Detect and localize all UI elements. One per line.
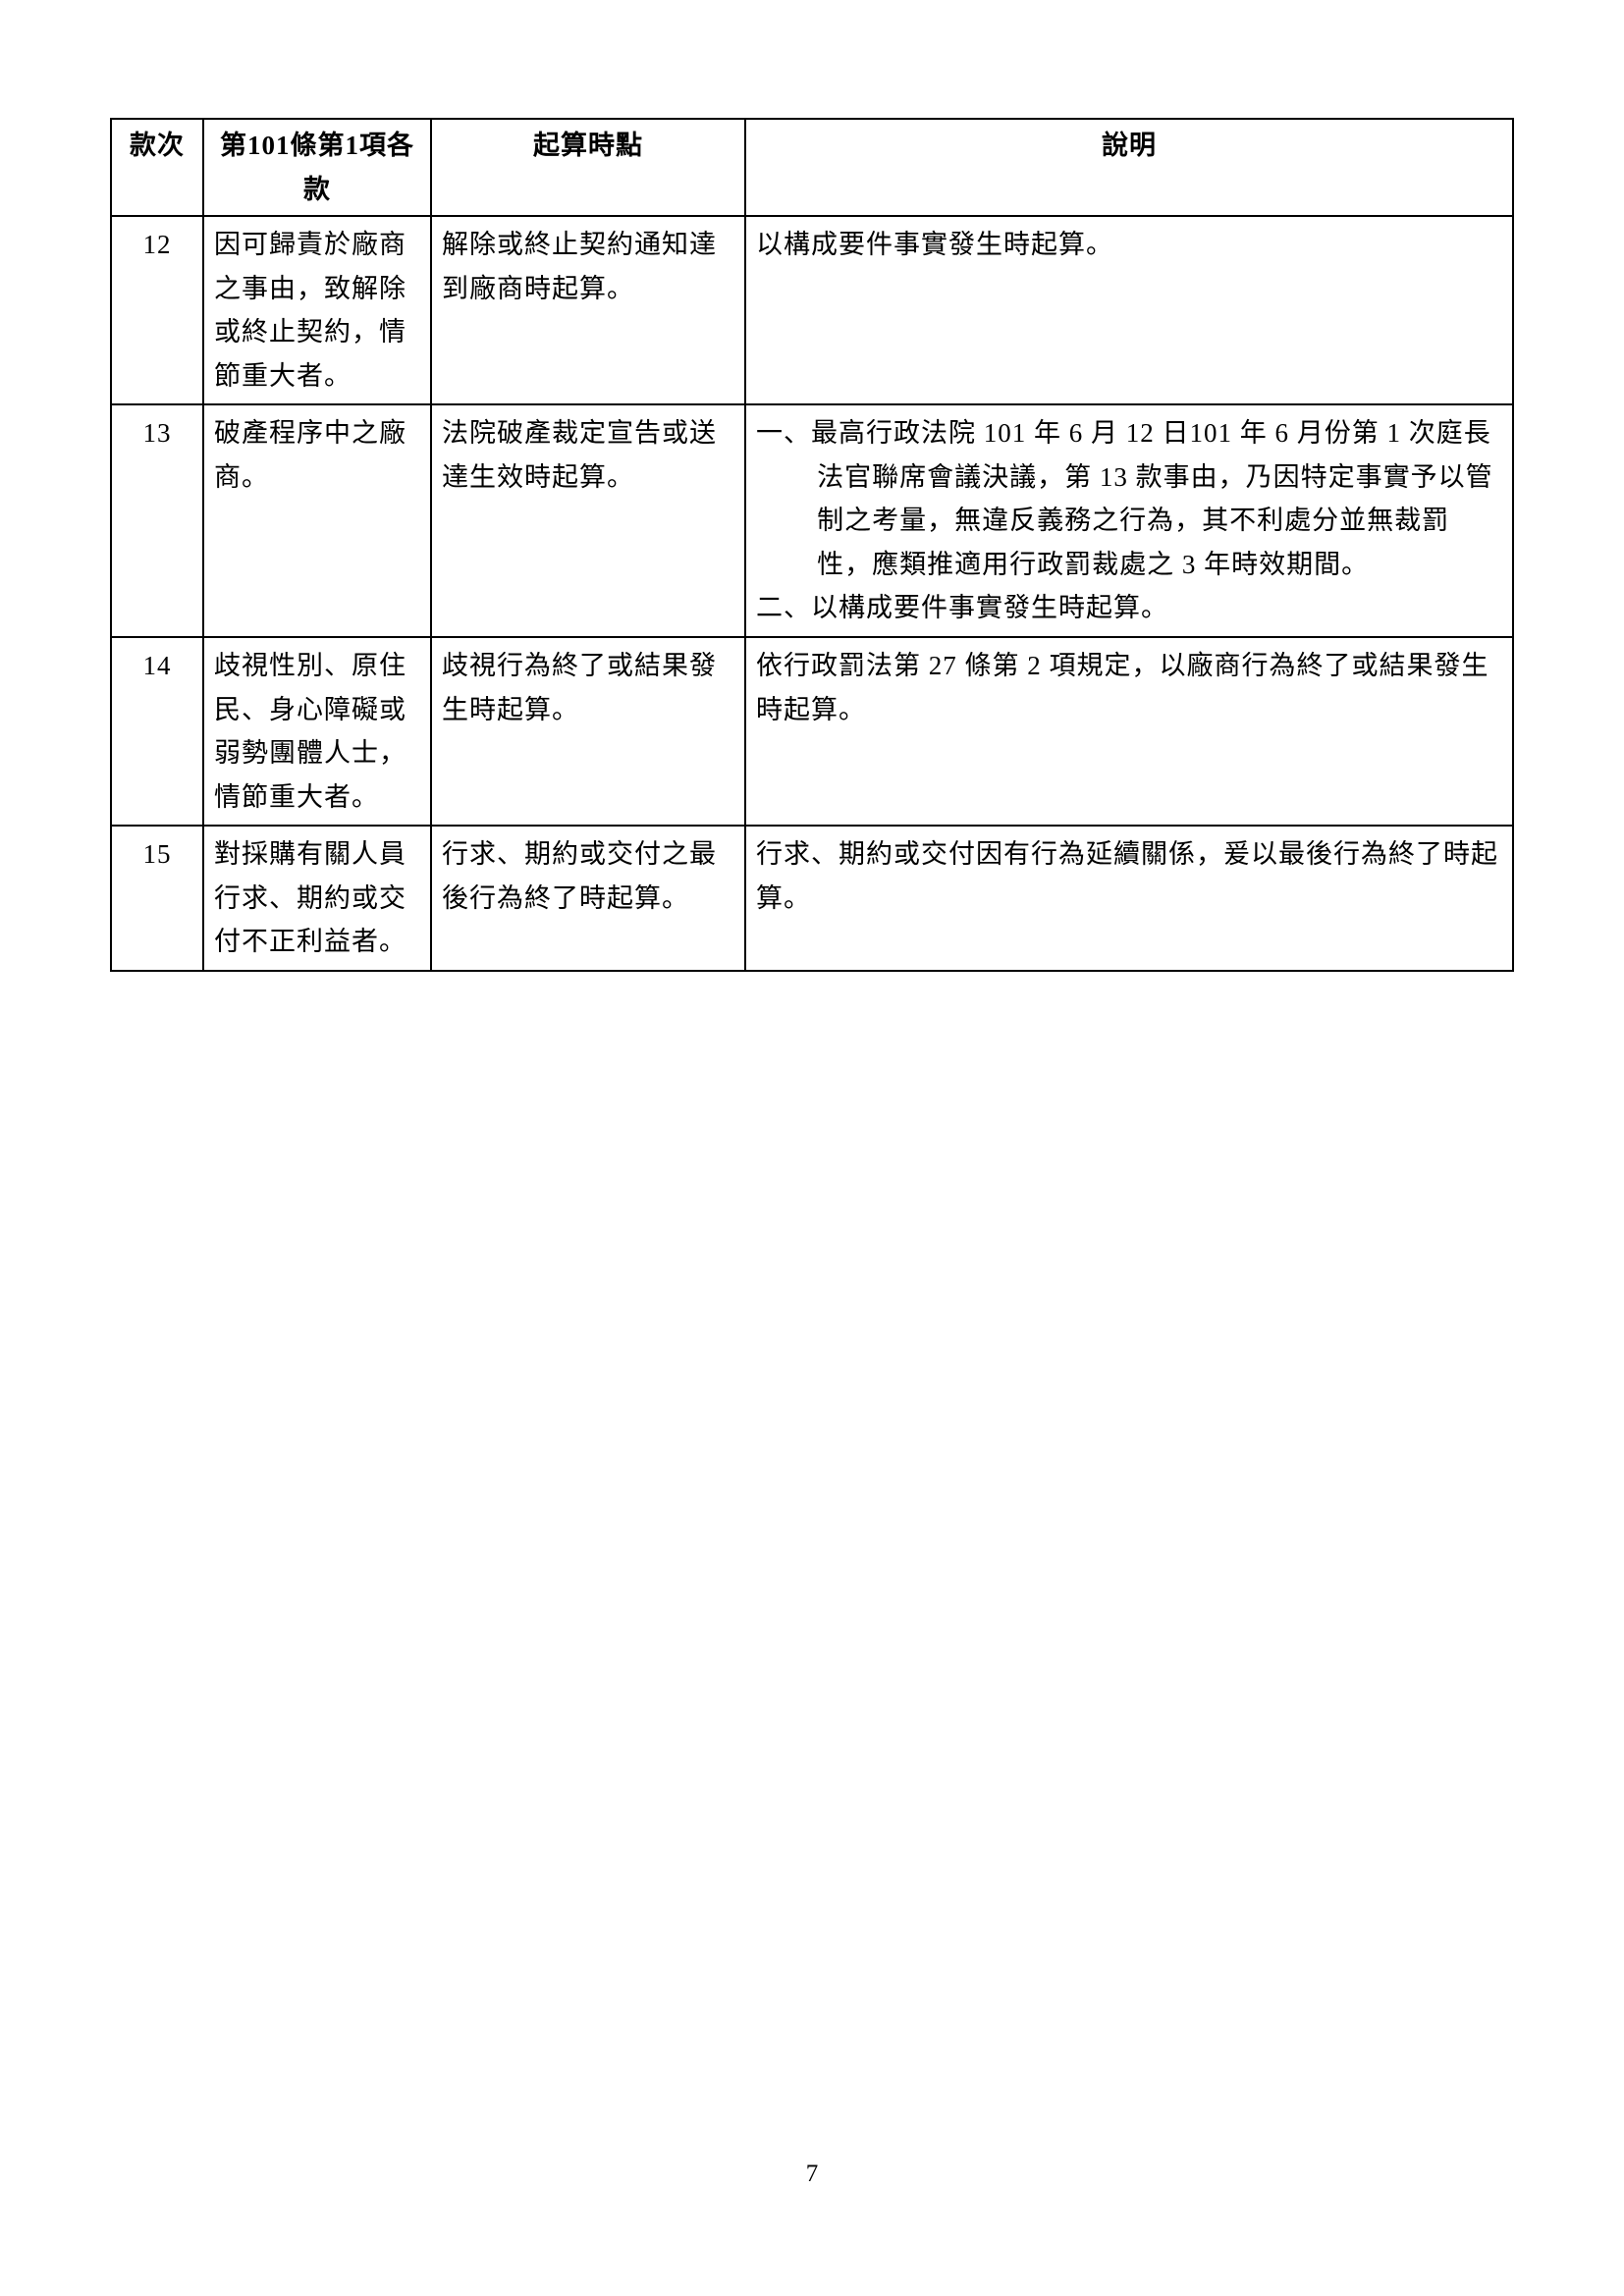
explanation-item: 一、最高行政法院 101 年 6 月 12 日101 年 6 月份第 1 次庭長… (756, 411, 1502, 586)
header-startpoint: 起算時點 (431, 119, 745, 216)
cell-article: 因可歸責於廠商之事由，致解除或終止契約，情節重大者。 (203, 216, 431, 404)
cell-article: 歧視性別、原住民、身心障礙或弱勢團體人士，情節重大者。 (203, 637, 431, 826)
cell-explanation: 以構成要件事實發生時起算。 (745, 216, 1513, 404)
cell-explanation: 一、最高行政法院 101 年 6 月 12 日101 年 6 月份第 1 次庭長… (745, 404, 1513, 637)
cell-article: 破產程序中之廠商。 (203, 404, 431, 637)
cell-article: 對採購有關人員行求、期約或交付不正利益者。 (203, 826, 431, 971)
table-row: 12 因可歸責於廠商之事由，致解除或終止契約，情節重大者。 解除或終止契約通知達… (111, 216, 1513, 404)
cell-startpoint: 歧視行為終了或結果發生時起算。 (431, 637, 745, 826)
cell-startpoint: 法院破產裁定宣告或送達生效時起算。 (431, 404, 745, 637)
cell-explanation: 依行政罰法第 27 條第 2 項規定，以廠商行為終了或結果發生時起算。 (745, 637, 1513, 826)
cell-startpoint: 解除或終止契約通知達到廠商時起算。 (431, 216, 745, 404)
header-explanation: 說明 (745, 119, 1513, 216)
header-num: 款次 (111, 119, 203, 216)
page-container: 款次 第101條第1項各款 起算時點 說明 12 因可歸責於廠商之事由，致解除或… (0, 0, 1624, 972)
cell-num: 13 (111, 404, 203, 637)
explanation-item: 依行政罰法第 27 條第 2 項規定，以廠商行為終了或結果發生時起算。 (756, 644, 1502, 731)
table-row: 13 破產程序中之廠商。 法院破產裁定宣告或送達生效時起算。 一、最高行政法院 … (111, 404, 1513, 637)
explanation-item: 以構成要件事實發生時起算。 (756, 223, 1502, 267)
table-row: 15 對採購有關人員行求、期約或交付不正利益者。 行求、期約或交付之最後行為終了… (111, 826, 1513, 971)
cell-num: 12 (111, 216, 203, 404)
table-header-row: 款次 第101條第1項各款 起算時點 說明 (111, 119, 1513, 216)
explanation-item: 行求、期約或交付因有行為延續關係，爰以最後行為終了時起算。 (756, 832, 1502, 920)
page-number: 7 (0, 2161, 1624, 2188)
cell-startpoint: 行求、期約或交付之最後行為終了時起算。 (431, 826, 745, 971)
explanation-item: 二、以構成要件事實發生時起算。 (756, 586, 1502, 630)
header-article: 第101條第1項各款 (203, 119, 431, 216)
cell-explanation: 行求、期約或交付因有行為延續關係，爰以最後行為終了時起算。 (745, 826, 1513, 971)
table-body: 12 因可歸責於廠商之事由，致解除或終止契約，情節重大者。 解除或終止契約通知達… (111, 216, 1513, 971)
legal-table: 款次 第101條第1項各款 起算時點 說明 12 因可歸責於廠商之事由，致解除或… (110, 118, 1514, 972)
cell-num: 14 (111, 637, 203, 826)
table-row: 14 歧視性別、原住民、身心障礙或弱勢團體人士，情節重大者。 歧視行為終了或結果… (111, 637, 1513, 826)
cell-num: 15 (111, 826, 203, 971)
